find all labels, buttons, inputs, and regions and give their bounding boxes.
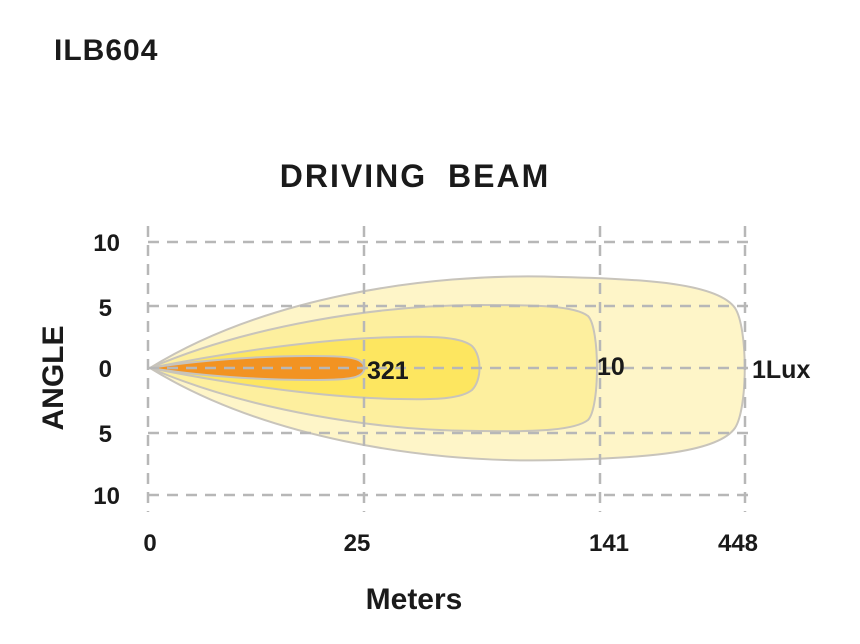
x-tick-label: 0 bbox=[143, 530, 156, 557]
y-axis-label: ANGLE bbox=[37, 326, 70, 431]
y-tick-label: 0 bbox=[99, 356, 112, 383]
x-tick-label: 448 bbox=[718, 530, 758, 557]
beam-zones bbox=[147, 275, 746, 462]
y-tick-label: 10 bbox=[93, 230, 120, 257]
x-tick-label: 25 bbox=[344, 530, 371, 557]
x-axis-label: Meters bbox=[366, 583, 463, 616]
lux-label-321: 321 bbox=[367, 357, 409, 385]
y-tick-label: 5 bbox=[99, 421, 112, 448]
model-name: ILB604 bbox=[54, 34, 159, 67]
x-tick-label: 141 bbox=[589, 530, 629, 557]
lux-label-1lux: 1Lux bbox=[752, 356, 810, 384]
lux-label-10: 10 bbox=[597, 353, 625, 381]
grid bbox=[146, 226, 752, 512]
chart-title: DRIVING BEAM bbox=[279, 158, 551, 194]
y-tick-label: 5 bbox=[99, 295, 112, 322]
y-tick-label: 10 bbox=[93, 483, 120, 510]
